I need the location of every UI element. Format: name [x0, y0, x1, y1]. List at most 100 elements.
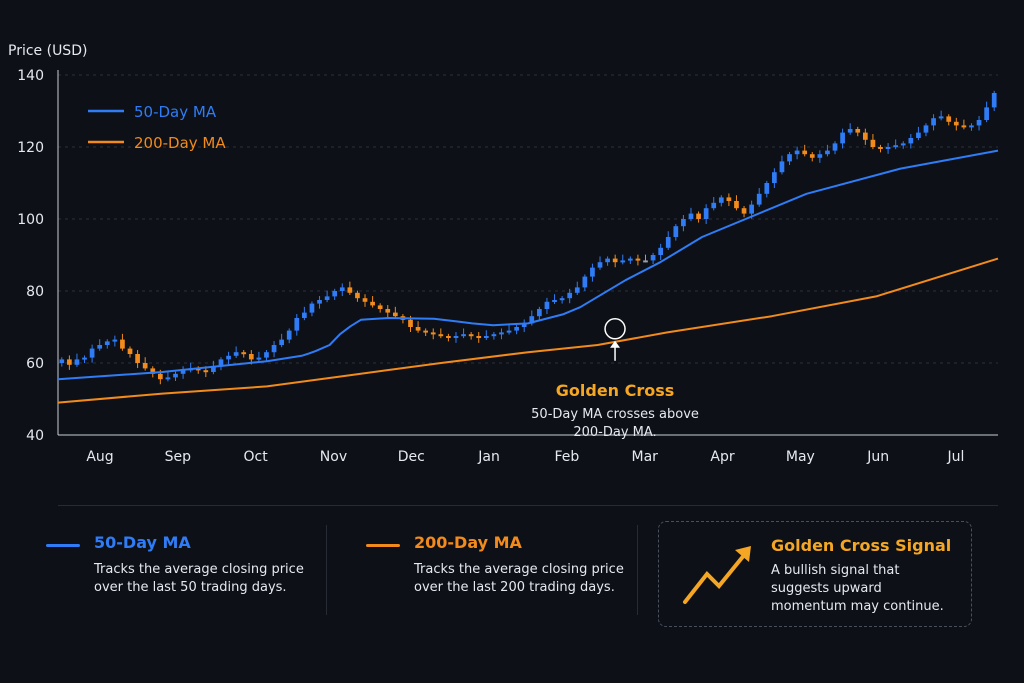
y-tick-label: 80	[26, 284, 44, 300]
candle	[279, 339, 284, 345]
candle	[415, 327, 421, 331]
x-tick-label: Feb	[555, 449, 580, 465]
candle	[211, 366, 216, 372]
card-ma200-title: 200-Day MA	[414, 533, 522, 552]
candle	[696, 213, 701, 219]
candle	[832, 143, 838, 151]
candle	[627, 258, 633, 261]
candle	[203, 370, 209, 373]
candle	[264, 352, 269, 358]
candle	[961, 125, 967, 128]
ma50-line	[57, 149, 999, 381]
candle	[726, 197, 732, 201]
candle	[271, 345, 277, 353]
candle	[976, 120, 982, 126]
section-divider	[58, 505, 998, 506]
candle	[703, 208, 709, 219]
card-ma50-desc: Tracks the average closing price over th…	[94, 562, 304, 595]
candle	[597, 262, 603, 268]
candle	[893, 145, 899, 148]
candle	[544, 301, 550, 309]
candle	[355, 292, 360, 299]
golden-cross-signal-box: Golden Cross Signal A bullish signal tha…	[658, 521, 972, 627]
candle	[286, 330, 292, 340]
candle	[665, 237, 671, 248]
candle	[908, 138, 914, 144]
x-tick-label: May	[786, 449, 815, 465]
trend-up-arrow-icon	[683, 546, 751, 604]
candle	[582, 276, 588, 288]
candle	[438, 334, 444, 337]
x-tick-label: Sep	[165, 449, 192, 465]
candle	[825, 150, 830, 155]
candle	[969, 125, 974, 128]
candle	[377, 305, 383, 309]
y-axis-title: Price (USD)	[8, 43, 87, 59]
candle	[294, 318, 300, 331]
candle	[362, 298, 368, 302]
x-tick-label: Nov	[320, 449, 347, 465]
candle	[430, 332, 436, 335]
candle	[506, 330, 512, 333]
candle	[423, 330, 429, 333]
candle	[97, 345, 103, 349]
candle	[802, 150, 808, 155]
candle	[847, 129, 853, 133]
candle	[142, 363, 148, 369]
candle	[385, 309, 391, 313]
candle	[590, 267, 595, 277]
ma200-line-swatch	[366, 544, 400, 547]
candle	[809, 154, 815, 158]
candle	[127, 348, 133, 354]
candle	[112, 339, 118, 342]
x-tick-label: Mar	[632, 449, 659, 465]
candle	[620, 260, 626, 263]
candle	[574, 287, 580, 293]
candle	[195, 368, 201, 371]
x-tick-label: Dec	[398, 449, 425, 465]
candle	[514, 327, 519, 331]
candle	[82, 357, 87, 360]
candle	[984, 107, 989, 120]
candle	[499, 332, 504, 335]
ma200-line	[57, 257, 999, 404]
candle	[180, 370, 186, 374]
candle	[165, 377, 171, 380]
y-tick-label: 120	[17, 140, 44, 156]
y-tick-label: 140	[17, 68, 44, 84]
card-ma50: 50-Day MA Tracks the average closing pri…	[46, 525, 316, 625]
candle	[173, 373, 178, 378]
ma50-line-swatch	[46, 544, 80, 547]
candle	[483, 336, 489, 338]
annotation-title: Golden Cross	[556, 381, 675, 400]
candle	[476, 336, 482, 338]
legend-label: 200-Day MA	[134, 134, 226, 152]
card-ma50-title: 50-Day MA	[94, 533, 191, 552]
candle	[339, 287, 345, 291]
x-tick-label: Oct	[244, 449, 269, 465]
candle	[446, 336, 451, 338]
candle	[787, 154, 792, 162]
candle	[635, 258, 641, 261]
signal-title: Golden Cross Signal	[771, 536, 952, 555]
card-ma200: 200-Day MA Tracks the average closing pr…	[366, 525, 636, 625]
candle	[916, 132, 921, 138]
candle	[870, 139, 876, 147]
y-tick-label: 100	[17, 212, 44, 228]
x-tick-label: Aug	[86, 449, 113, 465]
signal-desc: A bullish signal that suggests upward mo…	[771, 563, 944, 614]
candle	[150, 368, 156, 374]
candle	[233, 352, 239, 356]
legend-cards: 50-Day MA Tracks the average closing pri…	[0, 505, 1024, 683]
card-divider	[637, 525, 638, 615]
candle	[643, 260, 648, 263]
candle	[408, 319, 413, 327]
candle	[681, 219, 686, 227]
x-tick-label: Jul	[947, 449, 965, 465]
y-tick-label: 40	[26, 428, 44, 444]
candle	[567, 292, 573, 299]
x-tick-label: Jan	[477, 449, 500, 465]
candle	[734, 201, 739, 209]
candle	[218, 359, 224, 367]
candle	[840, 132, 845, 144]
